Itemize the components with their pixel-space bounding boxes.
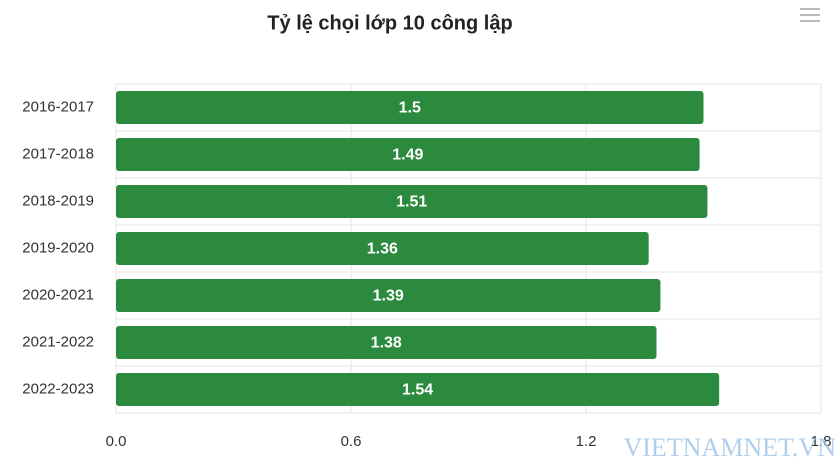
x-tick-label: 1.8 <box>811 433 832 450</box>
chart-title: Tỷ lệ chọi lớp 10 công lập <box>267 12 512 34</box>
y-tick-label: 2022-2023 <box>22 380 94 397</box>
bar <box>116 185 708 218</box>
bar <box>116 232 649 265</box>
data-label: 1.54 <box>402 382 433 399</box>
x-tick-label: 0.0 <box>106 433 127 450</box>
bar <box>116 326 657 359</box>
data-label: 1.38 <box>371 335 402 352</box>
x-tick-label: 1.2 <box>576 433 597 450</box>
menu-icon[interactable] <box>800 8 820 22</box>
y-tick-label: 2018-2019 <box>22 192 94 209</box>
data-label: 1.51 <box>396 194 427 211</box>
bar <box>116 373 720 406</box>
x-tick-label: 0.6 <box>341 433 362 450</box>
bar <box>116 279 661 312</box>
y-tick-label: 2016-2017 <box>22 98 94 115</box>
bar <box>116 91 704 124</box>
y-tick-label: 2020-2021 <box>22 286 94 303</box>
watermark: VIETNAMNET.VN <box>623 433 836 462</box>
bar <box>116 138 700 171</box>
data-label: 1.5 <box>399 100 421 117</box>
data-label: 1.36 <box>367 241 398 258</box>
data-label: 1.49 <box>392 147 423 164</box>
y-tick-label: 2017-2018 <box>22 145 94 162</box>
y-tick-label: 2019-2020 <box>22 239 94 256</box>
y-tick-label: 2021-2022 <box>22 333 94 350</box>
data-label: 1.39 <box>373 288 404 305</box>
